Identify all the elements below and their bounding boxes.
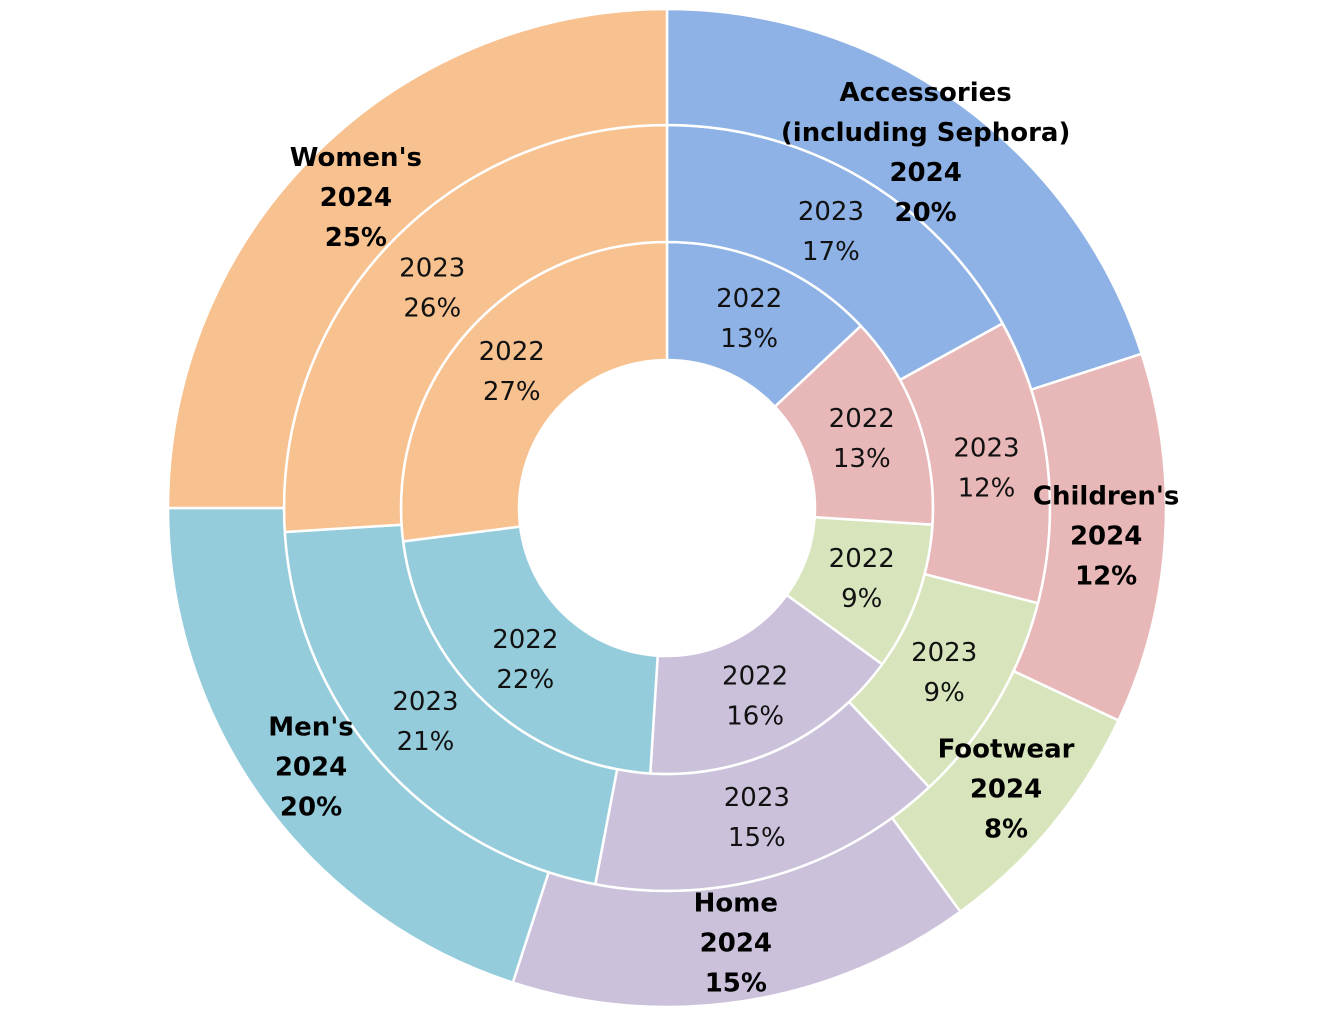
data-label-2024-home: Home 2024 15%	[694, 889, 778, 999]
data-label-2023-men-s: 2023 21%	[392, 687, 458, 757]
chart-segments	[166, 7, 1168, 1009]
data-label-2022-home: 2022 16%	[722, 661, 788, 731]
data-label-2024-men-s: Men's 2024 20%	[268, 713, 353, 823]
data-label-2022-women-s: 2022 27%	[479, 337, 545, 407]
segment-2024-women-s[interactable]	[166, 7, 669, 510]
data-label-2023-home: 2023 15%	[724, 783, 790, 853]
data-label-2023-children-s: 2023 12%	[953, 434, 1019, 504]
chart-labels: 2022 13% 2022 13% 2022 9% 2022 16% 2022 22% 2022 27…	[268, 78, 1179, 999]
data-label-2023-accessories-including-sephora: 2023 17%	[798, 197, 864, 267]
data-label-2024-children-s: Children's 2024 12%	[1033, 482, 1179, 592]
data-label-2023-footwear: 2023 9%	[911, 638, 977, 708]
data-label-2024-footwear: Footwear 2024 8%	[938, 734, 1075, 844]
data-label-2022-footwear: 2022 9%	[829, 544, 895, 614]
data-label-2024-accessories-including-sephora: Accessories (including Sephora) 2024 20%	[781, 78, 1070, 228]
data-label-2024-women-s: Women's 2024 25%	[290, 143, 422, 253]
data-label-2023-women-s: 2023 26%	[399, 254, 465, 324]
data-label-2022-accessories-including-sephora: 2022 13%	[716, 284, 782, 354]
data-label-2022-men-s: 2022 22%	[492, 625, 558, 695]
data-label-2022-children-s: 2022 13%	[829, 404, 895, 474]
